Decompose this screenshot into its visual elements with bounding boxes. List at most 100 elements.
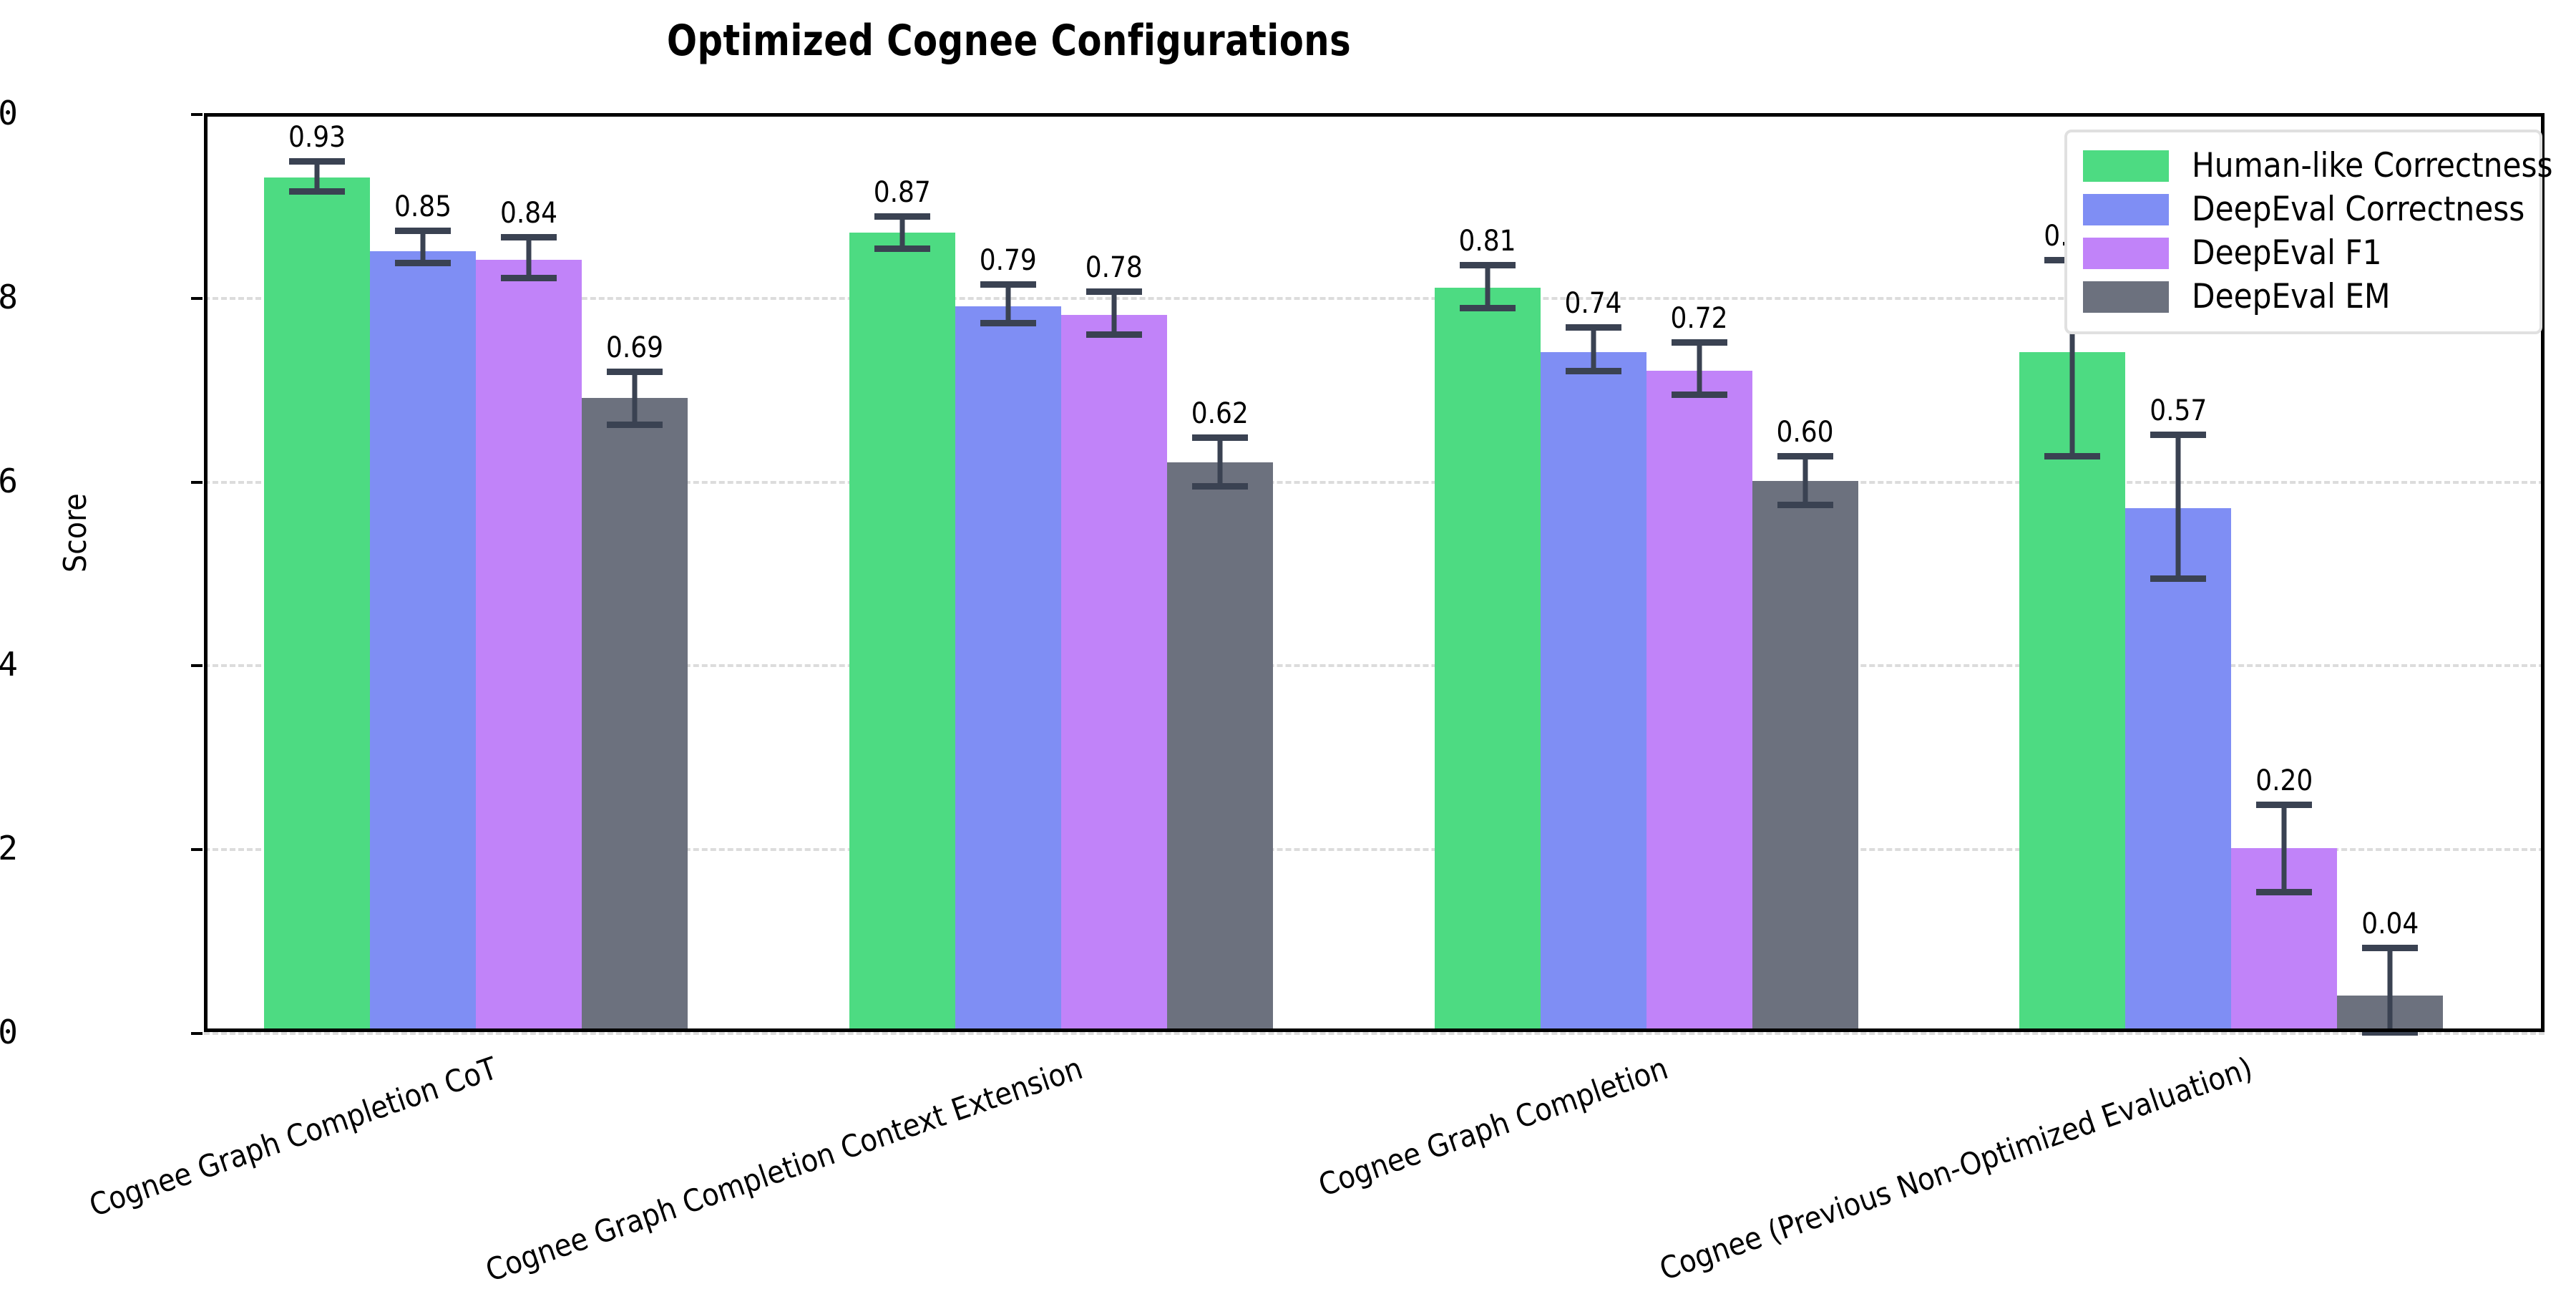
y-tick-mark: [191, 480, 203, 484]
bar-value-label: 0.74: [1564, 287, 1622, 321]
error-bar-cap-upper: [1459, 261, 1516, 268]
error-bar-cap-lower: [2362, 1029, 2419, 1036]
error-bar-stem: [2069, 260, 2075, 456]
error-bar-cap-lower: [289, 188, 345, 195]
error-bar-cap-upper: [289, 157, 345, 165]
error-bar-stem: [314, 160, 320, 192]
error-bar-stem: [2175, 434, 2181, 578]
error-bar-cap-upper: [2256, 801, 2313, 808]
bar-value-label: 0.62: [1191, 397, 1249, 431]
error-bar-cap-lower: [2044, 452, 2101, 459]
error-bar-cap-lower: [1671, 391, 1727, 398]
error-bar-stem: [1217, 437, 1223, 487]
error-bar-stem: [2281, 804, 2287, 892]
bar[interactable]: [1060, 315, 1167, 1032]
y-tick-mark: [191, 1032, 203, 1035]
y-gridline: [204, 848, 2545, 852]
x-tick-label: Cognee Graph Completion Context Extensio…: [481, 1051, 1088, 1289]
legend-item[interactable]: DeepEval Correctness: [2083, 188, 2525, 231]
error-bar-cap-lower: [1777, 501, 1833, 508]
error-bar-cap-upper: [874, 213, 930, 220]
bar[interactable]: [370, 250, 476, 1032]
error-bar-cap-lower: [607, 422, 663, 429]
bar[interactable]: [1752, 480, 1858, 1032]
page-title: Optimized Cognee Configurations: [666, 16, 1352, 66]
y-tick-mark: [191, 848, 203, 852]
error-bar-cap-upper: [501, 234, 557, 241]
bar-value-label: 0.84: [499, 197, 558, 230]
error-bar-stem: [632, 371, 638, 425]
error-bar-stem: [420, 230, 426, 263]
legend-item-label: Human-like Correctness: [2192, 146, 2553, 185]
bar[interactable]: [2125, 508, 2232, 1032]
error-bar-cap-upper: [607, 368, 663, 375]
x-tick-label: Cognee Graph Completion: [1314, 1051, 1672, 1205]
y-tick-mark: [191, 113, 203, 116]
legend-item[interactable]: DeepEval EM: [2083, 275, 2521, 318]
legend-item-label: DeepEval Correctness: [2192, 190, 2525, 229]
legend-item-label: DeepEval EM: [2192, 277, 2391, 316]
error-bar-cap-upper: [1565, 324, 1621, 331]
error-bar-stem: [2387, 947, 2393, 1032]
y-gridline: [204, 1032, 2545, 1035]
chart-legend: Human-like Correctness DeepEval Correctne…: [2064, 130, 2553, 334]
bar-value-label: 0.57: [2150, 394, 2207, 428]
error-bar-cap-upper: [1777, 452, 1833, 459]
bar[interactable]: [1434, 287, 1541, 1032]
error-bar-cap-lower: [2150, 575, 2207, 582]
error-bar-stem: [526, 237, 532, 278]
y-tick-label: 0.6: [0, 461, 20, 500]
error-bar-stem: [1802, 455, 1807, 505]
y-tick-label: 1.0: [0, 94, 20, 132]
error-bar-cap-upper: [1671, 339, 1727, 346]
bar[interactable]: [849, 232, 955, 1032]
legend-swatch-icon: [2083, 150, 2169, 182]
bar-value-label: 0.93: [288, 120, 346, 154]
y-gridline: [204, 480, 2545, 484]
bar[interactable]: [476, 260, 582, 1032]
error-bar-cap-lower: [1191, 483, 1248, 490]
bar-value-label: 0.81: [1458, 224, 1516, 258]
bar-value-label: 0.79: [979, 243, 1037, 277]
y-tick-label: 0.0: [0, 1013, 20, 1051]
error-bar-cap-lower: [2256, 888, 2313, 895]
legend-item[interactable]: Human-like Correctness: [2083, 144, 2553, 188]
y-tick-label: 0.2: [0, 829, 20, 868]
bar[interactable]: [955, 306, 1061, 1032]
error-bar-cap-upper: [980, 281, 1036, 288]
x-tick-label: Cognee (Previous Non-Optimized Evaluatio…: [1655, 1051, 2258, 1288]
error-bar-stem: [899, 215, 905, 248]
error-bar-cap-lower: [1085, 331, 1142, 339]
bar[interactable]: [264, 177, 370, 1032]
y-axis-label: Score: [57, 493, 94, 573]
legend-item[interactable]: DeepEval F1: [2083, 231, 2521, 275]
error-bar-cap-lower: [1565, 367, 1621, 374]
error-bar-cap-upper: [1085, 288, 1142, 296]
error-bar-cap-lower: [980, 319, 1036, 326]
error-bar-stem: [1485, 264, 1490, 308]
bar-value-label: 0.04: [2361, 907, 2419, 940]
bar[interactable]: [1540, 351, 1646, 1032]
plot-content-layer: 0.93 0.85 0.84 0.69 0.87 0.79 0.78 0.62 0.81 0.74…: [191, 113, 2545, 1036]
legend-item-label: DeepEval F1: [2192, 233, 2382, 273]
legend-swatch-icon: [2083, 237, 2169, 269]
error-bar-stem: [1591, 327, 1596, 371]
error-bar-cap-upper: [2150, 432, 2207, 439]
error-bar-stem: [1111, 291, 1117, 335]
error-bar-cap-upper: [1191, 434, 1248, 442]
y-tick-mark: [191, 296, 203, 300]
error-bar-cap-lower: [395, 260, 451, 267]
bar[interactable]: [582, 398, 688, 1032]
error-bar-cap-lower: [874, 245, 930, 252]
error-bar-cap-upper: [395, 228, 451, 235]
error-bar-stem: [1697, 341, 1702, 394]
error-bar-cap-lower: [1459, 305, 1516, 312]
bar[interactable]: [1646, 370, 1752, 1032]
legend-swatch-icon: [2083, 193, 2169, 225]
bar[interactable]: [1166, 462, 1273, 1032]
legend-swatch-icon: [2083, 281, 2169, 313]
bar-value-label: 0.87: [873, 175, 931, 209]
error-bar-stem: [1005, 283, 1011, 323]
bar[interactable]: [2019, 351, 2126, 1032]
y-gridline: [204, 296, 2545, 300]
